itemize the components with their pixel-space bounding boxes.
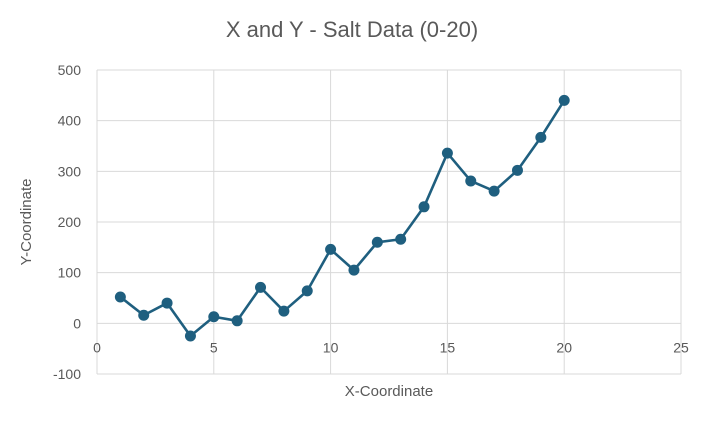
x-tick-label: 5 [210,339,218,355]
data-point [348,264,360,276]
y-tick-label: 500 [58,62,82,78]
data-point [325,243,337,255]
data-point [441,147,453,159]
y-tick-label: -100 [53,366,81,382]
x-tick-label: 20 [556,339,572,355]
data-point [278,305,290,317]
y-tick-label: 200 [58,214,82,230]
data-point [511,164,523,176]
data-point [535,131,547,143]
series-line [119,99,566,338]
chart-title: X and Y - Salt Data (0-20) [226,17,478,42]
data-point [114,291,126,303]
y-tick-label: 100 [58,265,82,281]
data-point [371,236,383,248]
data-point [184,330,196,342]
data-point [395,233,407,245]
data-point [301,285,313,297]
x-tick-label: 0 [93,339,101,355]
data-point [231,315,243,327]
y-tick-label: 0 [73,315,81,331]
data-point [208,311,220,323]
data-point [488,185,500,197]
x-axis-ticks: 0 5 10 15 20 25 [93,339,689,355]
data-point [161,297,173,309]
data-point [255,281,267,293]
data-point [558,94,570,106]
data-point [418,201,430,213]
data-point [138,309,150,321]
x-tick-label: 10 [323,339,339,355]
y-tick-label: 400 [58,113,82,129]
y-axis-ticks: -100 0 100 200 300 400 500 [53,62,81,382]
x-axis-label: X-Coordinate [345,383,433,400]
series [114,94,570,342]
x-tick-label: 15 [440,339,456,355]
y-tick-label: 300 [58,163,82,179]
y-axis-label: Y-Coordinate [18,178,35,265]
data-point [465,175,477,187]
x-tick-label: 25 [673,339,689,355]
grid [96,69,682,375]
